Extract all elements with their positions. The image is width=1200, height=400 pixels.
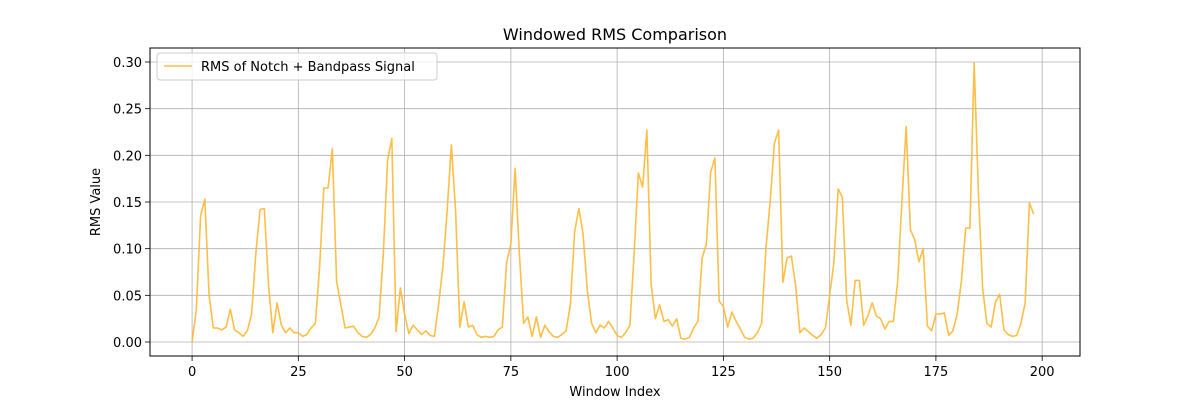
y-tick-label: 0.00 [113, 336, 142, 351]
y-tick-label: 0.05 [113, 289, 142, 304]
y-tick-label: 0.30 [113, 56, 142, 71]
legend-box [156, 52, 438, 81]
y-tick-label: 0.10 [113, 243, 142, 258]
x-tick-label: 175 [923, 365, 948, 380]
axis-ticks: 0 25 50 75 100 125 150 175 200 0.00 0.05 0.10 0.15 0.… [113, 56, 1055, 380]
legend-label: RMS of Notch + Bandpass Signal [201, 60, 415, 75]
x-tick-label: 125 [711, 365, 736, 380]
x-tick-label: 0 [188, 365, 196, 380]
series-layer [191, 62, 1035, 343]
legend: RMS of Notch + Bandpass Signal [156, 52, 438, 81]
x-tick-label: 200 [1030, 365, 1055, 380]
y-tick-label: 0.25 [113, 103, 142, 118]
x-axis-label: Window Index [569, 385, 660, 400]
x-tick-label: 25 [290, 365, 307, 380]
chart-title: Windowed RMS Comparison [503, 25, 727, 44]
y-tick-label: 0.20 [113, 149, 142, 164]
x-tick-label: 50 [396, 365, 413, 380]
x-tick-label: 75 [503, 365, 520, 380]
y-axis-label: RMS Value [89, 168, 104, 236]
series-line-0 [191, 62, 1035, 343]
x-tick-label: 150 [817, 365, 842, 380]
x-tick-label: 100 [605, 365, 630, 380]
y-tick-label: 0.15 [113, 196, 142, 211]
